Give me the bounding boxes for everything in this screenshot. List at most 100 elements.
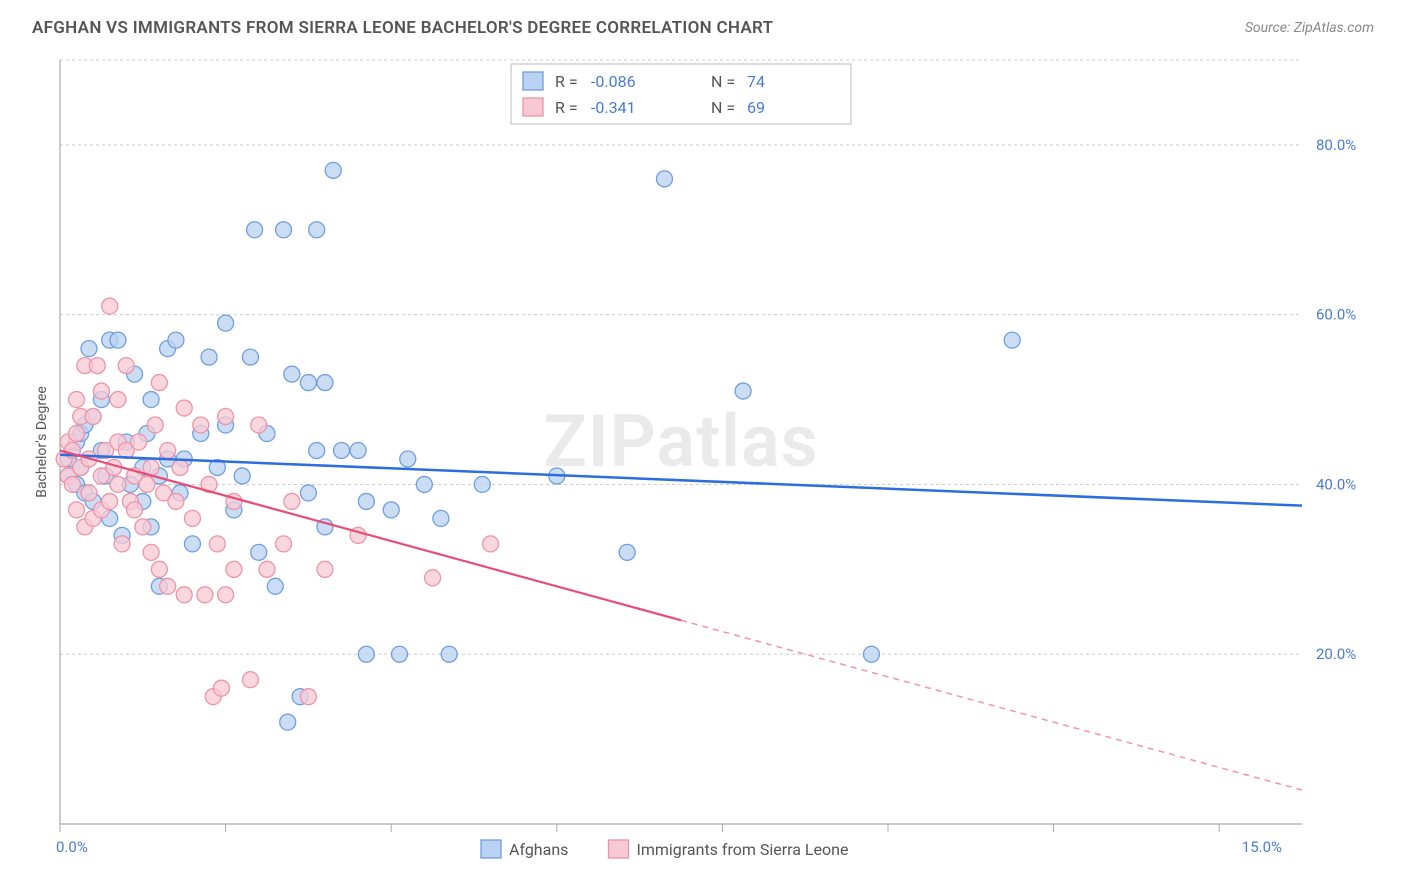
scatter-point <box>391 646 407 662</box>
watermark: ZIPatlas <box>543 399 818 484</box>
scatter-point <box>300 485 316 501</box>
scatter-point <box>334 442 350 458</box>
scatter-point <box>110 476 126 492</box>
scatter-point <box>251 544 267 560</box>
scatter-point <box>325 162 341 178</box>
scatter-point <box>209 536 225 552</box>
scatter-point <box>416 476 432 492</box>
scatter-point <box>69 502 85 518</box>
scatter-point <box>284 366 300 382</box>
legend-n-value: 69 <box>747 98 765 117</box>
scatter-point <box>474 476 490 492</box>
scatter-point <box>85 409 101 425</box>
x-tick-label: 0.0% <box>56 838 88 856</box>
legend-series-label: Afghans <box>509 840 568 859</box>
scatter-point <box>358 493 374 509</box>
legend-n-label: N = <box>711 72 735 91</box>
legend-r-value: -0.341 <box>591 98 636 117</box>
scatter-point <box>197 587 213 603</box>
scatter-point <box>317 375 333 391</box>
scatter-point <box>863 646 879 662</box>
legend-swatch <box>523 72 543 90</box>
legend-swatch <box>609 840 629 858</box>
scatter-point <box>441 646 457 662</box>
scatter-point <box>168 332 184 348</box>
legend-r-value: -0.086 <box>591 72 636 91</box>
scatter-point <box>309 222 325 238</box>
scatter-point <box>114 536 130 552</box>
scatter-point <box>69 426 85 442</box>
trend-line-extrapolated <box>681 620 1302 790</box>
y-axis-label: Bachelor's Degree <box>34 386 50 498</box>
scatter-point <box>433 510 449 526</box>
scatter-point <box>251 417 267 433</box>
chart-title: AFGHAN VS IMMIGRANTS FROM SIERRA LEONE B… <box>32 18 773 38</box>
scatter-point <box>350 442 366 458</box>
scatter-point <box>284 493 300 509</box>
scatter-point <box>483 536 499 552</box>
scatter-point <box>656 171 672 187</box>
scatter-point <box>127 502 143 518</box>
scatter-point <box>139 476 155 492</box>
legend-r-label: R = <box>555 72 578 91</box>
scatter-point <box>425 570 441 586</box>
scatter-point <box>81 341 97 357</box>
scatter-point <box>218 315 234 331</box>
y-tick-label: 60.0% <box>1316 306 1356 324</box>
scatter-point <box>247 222 263 238</box>
scatter-point <box>118 358 134 374</box>
scatter-point <box>735 383 751 399</box>
scatter-point <box>300 375 316 391</box>
scatter-point <box>276 222 292 238</box>
scatter-point <box>309 442 325 458</box>
legend-n-label: N = <box>711 98 735 117</box>
scatter-point <box>184 536 200 552</box>
scatter-point <box>151 375 167 391</box>
scatter-point <box>135 519 151 535</box>
scatter-point <box>151 561 167 577</box>
scatter-point <box>280 714 296 730</box>
x-tick-label: 15.0% <box>1242 838 1282 856</box>
scatter-point <box>218 409 234 425</box>
chart-container: 20.0%40.0%60.0%80.0%ZIPatlas0.0%15.0%Bac… <box>32 48 1374 874</box>
legend-series-label: Immigrants from Sierra Leone <box>637 840 849 859</box>
scatter-point <box>81 485 97 501</box>
scatter-point <box>234 468 250 484</box>
scatter-point <box>259 561 275 577</box>
y-tick-label: 40.0% <box>1316 475 1356 493</box>
scatter-point <box>300 689 316 705</box>
scatter-point <box>160 442 176 458</box>
scatter-point <box>102 298 118 314</box>
scatter-point <box>276 536 292 552</box>
legend-n-value: 74 <box>747 72 765 91</box>
correlation-scatter-chart: 20.0%40.0%60.0%80.0%ZIPatlas0.0%15.0%Bac… <box>32 48 1374 874</box>
scatter-point <box>143 544 159 560</box>
scatter-point <box>193 417 209 433</box>
scatter-point <box>110 392 126 408</box>
legend-r-label: R = <box>555 98 578 117</box>
scatter-point <box>267 578 283 594</box>
scatter-point <box>226 561 242 577</box>
scatter-point <box>400 451 416 467</box>
legend-swatch <box>523 98 543 116</box>
scatter-point <box>201 349 217 365</box>
scatter-point <box>213 680 229 696</box>
scatter-point <box>358 646 374 662</box>
legend-swatch <box>481 840 501 858</box>
scatter-point <box>184 510 200 526</box>
scatter-point <box>147 417 163 433</box>
scatter-point <box>89 358 105 374</box>
scatter-point <box>102 493 118 509</box>
scatter-point <box>176 587 192 603</box>
scatter-point <box>168 493 184 509</box>
scatter-point <box>69 392 85 408</box>
source-label: Source: ZipAtlas.com <box>1245 20 1374 36</box>
scatter-point <box>110 332 126 348</box>
scatter-point <box>218 587 234 603</box>
scatter-point <box>172 459 188 475</box>
scatter-point <box>176 400 192 416</box>
scatter-point <box>383 502 399 518</box>
scatter-point <box>1004 332 1020 348</box>
scatter-point <box>619 544 635 560</box>
scatter-point <box>242 672 258 688</box>
